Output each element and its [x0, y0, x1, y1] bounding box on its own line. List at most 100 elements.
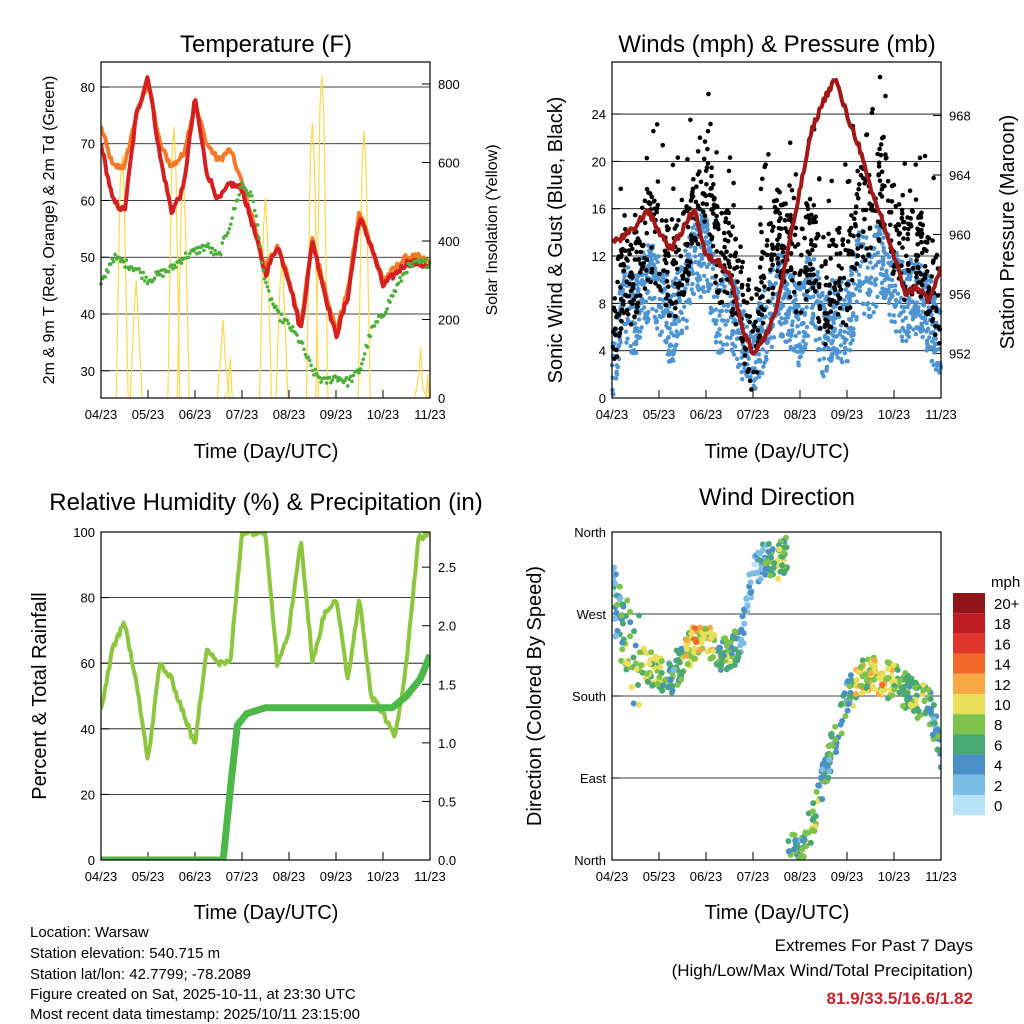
humidity-panel: Relative Humidity (%) & Precipitation (i… [29, 489, 483, 924]
wind-direction-point [769, 546, 776, 553]
sonic-wind-point [703, 235, 709, 240]
dewpoint-point [238, 185, 243, 189]
x-tick-label: 06/23 [690, 869, 723, 884]
gust-point [803, 297, 809, 302]
sonic-wind-point [783, 284, 788, 289]
dewpoint-point [228, 222, 233, 226]
x-tick-label: 09/23 [320, 869, 353, 884]
gust-point [809, 212, 814, 218]
sonic-wind-point [716, 332, 721, 337]
y-axis-label: Direction (Colored By Speed) [524, 566, 546, 826]
sonic-wind-point [762, 288, 767, 293]
gust-point [808, 241, 814, 247]
legend-swatch [953, 774, 985, 795]
gust-point [706, 91, 711, 97]
sonic-wind-point [821, 347, 826, 352]
gust-point [854, 192, 860, 197]
dewpoint-point [336, 379, 340, 383]
wind-direction-point [833, 748, 840, 755]
gust-point [793, 225, 799, 231]
sonic-wind-point [856, 237, 861, 242]
gust-point [907, 188, 913, 194]
gust-point [850, 264, 855, 270]
gust-point [885, 198, 891, 203]
sonic-wind-point [779, 321, 784, 327]
wind-direction-point [636, 612, 643, 619]
wind-direction-point [863, 677, 870, 684]
gust-point [809, 238, 814, 243]
gust-point [739, 265, 745, 270]
dewpoint-point [360, 361, 364, 366]
sonic-wind-point [655, 259, 660, 265]
gust-point [695, 149, 701, 154]
y-tick-label-right: 800 [438, 77, 460, 92]
sonic-wind-point [881, 235, 886, 240]
wind-direction-point [751, 561, 758, 568]
sonic-wind-point [723, 322, 728, 327]
y-tick-label-right: 964 [949, 168, 971, 183]
x-tick-label: 08/23 [273, 869, 306, 884]
wind-direction-point [781, 568, 788, 575]
sonic-wind-point [706, 246, 712, 251]
gust-point [828, 299, 834, 305]
wind-direction-point [791, 845, 798, 852]
dewpoint-point [302, 347, 306, 352]
sonic-wind-point [664, 340, 669, 345]
gust-point [901, 236, 906, 241]
y-tick-label: 4 [599, 344, 606, 359]
gust-point [888, 210, 894, 215]
gust-point [666, 313, 672, 319]
legend-label: 0 [994, 798, 1002, 815]
dewpoint-point [290, 325, 295, 329]
sonic-wind-point [769, 335, 774, 340]
sonic-wind-point [913, 314, 918, 319]
gust-point [896, 222, 902, 228]
gust-point [735, 258, 740, 264]
gust-point [875, 151, 880, 157]
sonic-wind-point [830, 338, 836, 343]
sonic-wind-point [846, 326, 851, 331]
sonic-wind-point [617, 342, 622, 348]
gust-point [627, 273, 632, 279]
y-tick-label-right: 952 [949, 346, 971, 361]
gust-point [930, 260, 936, 265]
gust-point [695, 172, 701, 177]
sonic-wind-point [889, 260, 894, 265]
sonic-wind-point [837, 349, 843, 354]
dewpoint-point [204, 244, 209, 249]
sonic-wind-point [713, 340, 719, 345]
dewpoint-point [252, 208, 257, 213]
wind-direction-point [815, 782, 822, 789]
chart-title: Relative Humidity (%) & Precipitation (i… [49, 489, 482, 516]
sonic-wind-point [817, 336, 822, 342]
gust-point [930, 316, 936, 322]
sonic-wind-point [656, 276, 661, 282]
gust-point [805, 249, 811, 255]
wind-direction-point [879, 681, 886, 688]
sonic-wind-point [838, 343, 844, 348]
wind-direction-point [758, 566, 765, 573]
gust-point [763, 162, 768, 167]
sonic-wind-point [887, 297, 892, 302]
gust-point [879, 186, 885, 192]
gust-point [902, 161, 908, 166]
gust-point [900, 245, 905, 250]
dewpoint-point [154, 270, 158, 274]
y-tick-label: 20 [81, 787, 95, 802]
gust-point [716, 226, 721, 232]
wind-direction-point [626, 608, 633, 615]
gust-point [887, 222, 893, 228]
sonic-wind-point [796, 360, 801, 365]
gust-point [770, 291, 776, 297]
dewpoint-point [276, 309, 281, 314]
gust-point [853, 204, 859, 209]
wind-direction-point [727, 663, 734, 670]
gust-point [916, 228, 921, 233]
gust-point [793, 310, 799, 315]
wind-direction-point [890, 662, 897, 669]
dewpoint-point [121, 259, 126, 264]
gust-point [843, 162, 848, 167]
sonic-wind-point [927, 278, 932, 283]
y-tick-label-right: 0.5 [438, 794, 456, 809]
wind-direction-point [775, 575, 782, 582]
